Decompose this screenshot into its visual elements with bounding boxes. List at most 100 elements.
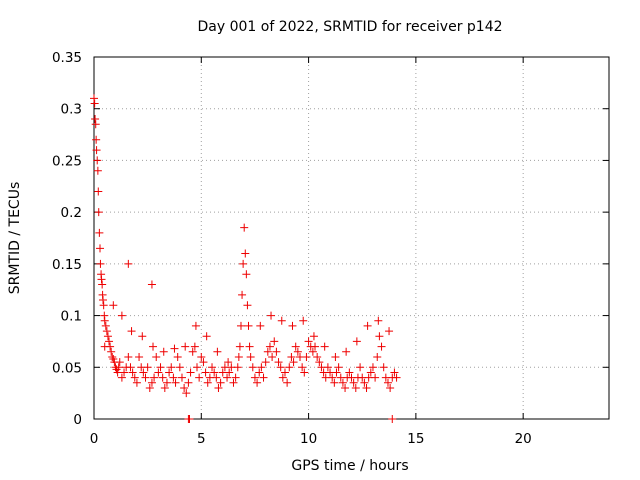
data-point (276, 363, 285, 372)
data-point (212, 373, 221, 382)
x-axis-label: GPS time / hours (291, 458, 408, 474)
x-tick-label: 5 (197, 431, 206, 447)
data-point (238, 290, 247, 299)
data-point (331, 352, 340, 361)
data-point (342, 347, 351, 356)
data-point (165, 368, 174, 377)
data-point (120, 368, 129, 377)
data-point (304, 337, 313, 346)
x-tick-label: 10 (300, 431, 317, 447)
data-point (309, 332, 318, 341)
data-point (257, 363, 266, 372)
data-point (229, 378, 238, 387)
data-point (143, 363, 152, 372)
y-tick-label: 0.3 (61, 102, 82, 118)
data-point (315, 358, 324, 367)
data-point (99, 296, 108, 305)
data-point (214, 383, 223, 392)
data-point (375, 332, 384, 341)
y-tick-label: 0.2 (61, 205, 82, 221)
data-point (150, 373, 159, 382)
data-point (289, 358, 298, 367)
data-point (108, 352, 117, 361)
data-point (246, 352, 255, 361)
data-point (356, 363, 365, 372)
data-point (287, 352, 296, 361)
data-point (167, 363, 176, 372)
data-point (236, 321, 245, 330)
data-point (270, 337, 279, 346)
data-point (351, 383, 360, 392)
data-point (96, 259, 105, 268)
data-point (323, 363, 332, 372)
data-point (311, 342, 320, 351)
data-point (135, 352, 144, 361)
data-point (175, 363, 184, 372)
data-point (223, 373, 232, 382)
chart-title: Day 001 of 2022, SRMTID for receiver p14… (197, 19, 502, 35)
data-point (149, 342, 158, 351)
data-point (96, 244, 105, 253)
data-point (92, 146, 101, 155)
data-point (386, 383, 395, 392)
data-point (107, 347, 116, 356)
data-point (240, 223, 249, 232)
grid-layer (94, 57, 609, 419)
data-point (94, 187, 103, 196)
data-point (392, 373, 401, 382)
data-point (299, 316, 308, 325)
data-point (288, 321, 297, 330)
data-point (90, 99, 99, 108)
data-point (272, 347, 281, 356)
data-point (243, 301, 252, 310)
data-point (241, 249, 250, 258)
data-point (195, 373, 204, 382)
data-point (374, 316, 383, 325)
data-point (383, 378, 392, 387)
data-point (274, 358, 283, 367)
data-point (95, 228, 104, 237)
data-point (278, 373, 287, 382)
data-point (156, 363, 165, 372)
data-point (245, 342, 254, 351)
data-point (224, 358, 233, 367)
data-point (366, 368, 375, 377)
data-point (141, 373, 150, 382)
data-point (117, 373, 126, 382)
data-point (328, 373, 337, 382)
data-point (93, 156, 102, 165)
data-point (208, 363, 217, 372)
data-point (191, 321, 200, 330)
data-point (225, 368, 234, 377)
data-point (334, 363, 343, 372)
y-tick-label: 0.25 (52, 153, 82, 169)
data-point (199, 358, 208, 367)
data-point (293, 347, 302, 356)
data-point (341, 383, 350, 392)
data-point (202, 332, 211, 341)
data-point (201, 368, 210, 377)
data-point (124, 352, 133, 361)
data-point (213, 347, 222, 356)
data-point (91, 115, 100, 124)
data-point (100, 342, 109, 351)
data-point (302, 352, 311, 361)
data-point (145, 383, 154, 392)
data-point (177, 373, 186, 382)
points-layer (90, 94, 401, 423)
data-point (101, 321, 110, 330)
data-point (162, 378, 171, 387)
tick-label-layer: 0 5 10 15 20 0 0.05 0.1 0.15 0.2 0.25 0.3 0.35 (52, 50, 532, 447)
data-point (234, 352, 243, 361)
data-point (261, 358, 270, 367)
data-point (98, 280, 107, 289)
data-point (160, 383, 169, 392)
data-point (114, 363, 123, 372)
data-point (385, 327, 394, 336)
data-point (124, 259, 133, 268)
data-point (126, 363, 135, 372)
data-point (128, 368, 137, 377)
data-point (158, 373, 167, 382)
data-point (283, 378, 292, 387)
